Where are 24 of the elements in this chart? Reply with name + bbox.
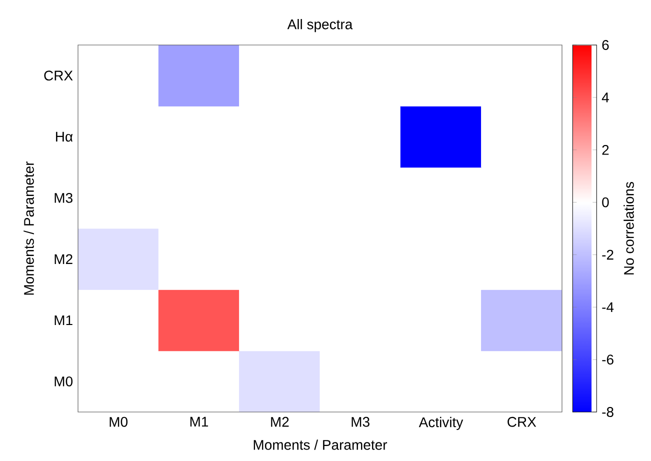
y-tick-label: M0 xyxy=(54,376,73,386)
x-tick-label: M3 xyxy=(352,416,370,427)
color-bar-label: -4 xyxy=(602,302,614,312)
x-tick-label: M1 xyxy=(190,416,208,427)
y-tick-label: M1 xyxy=(54,315,72,326)
color-bar-label: -2 xyxy=(602,250,614,260)
color-bar-label: 6 xyxy=(602,40,609,50)
color-bar-label: 2 xyxy=(602,144,609,155)
color-bar-label: 0 xyxy=(602,197,609,208)
color-bar-label: 4 xyxy=(602,92,609,102)
color-bar-title: No correlations xyxy=(624,182,634,274)
x-tick-label: CRX xyxy=(508,416,536,427)
x-tick-label: M2 xyxy=(271,416,289,427)
y-tick-label: Hα xyxy=(56,132,73,142)
x-tick-label: Activity xyxy=(418,416,464,430)
x-axis-title: Moments / Parameter xyxy=(254,440,388,450)
y-tick-label: M3 xyxy=(54,192,72,203)
y-tick-label: M2 xyxy=(54,254,72,264)
x-tick-label: M0 xyxy=(110,416,128,427)
y-tick-label: CRX xyxy=(44,70,73,81)
color-bar-label: -8 xyxy=(602,407,614,417)
y-axis-title: Moments / Parameter xyxy=(24,161,34,295)
color-bar-label: -6 xyxy=(602,354,614,365)
chart-title: All spectra xyxy=(287,19,353,32)
